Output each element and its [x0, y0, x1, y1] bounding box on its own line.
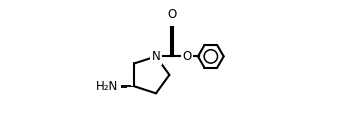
Text: H₂N: H₂N	[96, 80, 118, 93]
Text: O: O	[167, 8, 177, 21]
Text: O: O	[182, 50, 192, 63]
Text: N: N	[152, 50, 160, 63]
